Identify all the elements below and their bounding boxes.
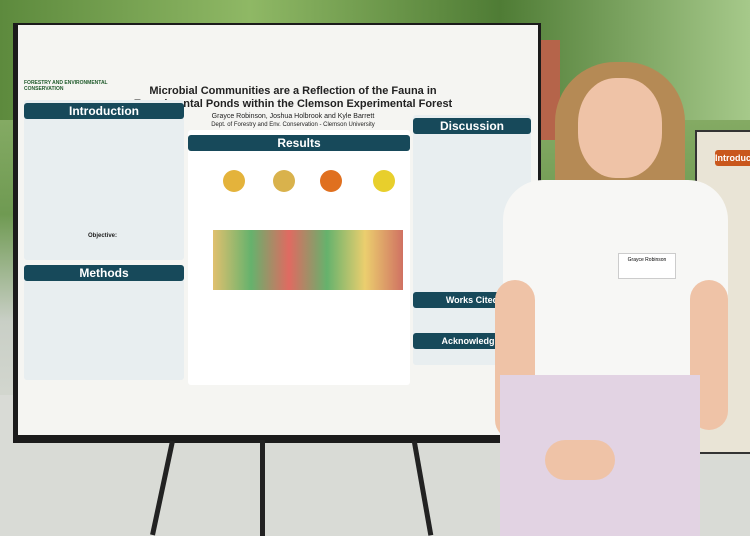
hands xyxy=(545,440,615,480)
section-heading: Introduction xyxy=(24,103,184,119)
poster: FORESTRY AND ENVIRONMENTAL CONSERVATION … xyxy=(18,25,538,435)
section-heading: Methods xyxy=(24,265,184,281)
easel-leg xyxy=(260,440,265,536)
intro-panel xyxy=(24,100,184,260)
background-heading: Introduction xyxy=(715,150,750,166)
poster-authors: Grayce Robinson, Joshua Holbrook and Kyl… xyxy=(211,113,375,120)
section-heading: Discussion xyxy=(413,118,531,134)
poster-affiliation: Dept. of Forestry and Env. Conservation … xyxy=(211,122,375,128)
objective-label: Objective: xyxy=(88,233,118,239)
name-tag: Grayce Robinson xyxy=(618,253,676,279)
petri-dish xyxy=(273,170,295,192)
petri-dish xyxy=(373,170,395,192)
poster-title: Microbial Communities are a Reflection o… xyxy=(133,85,453,110)
petri-dish xyxy=(223,170,245,192)
petri-dish xyxy=(320,170,342,192)
logo-text: FORESTRY AND ENVIRONMENTAL CONSERVATION xyxy=(24,80,108,92)
face xyxy=(578,78,662,178)
section-heading: Results xyxy=(188,135,410,151)
methods-panel xyxy=(24,265,184,380)
heatmaps xyxy=(213,230,403,290)
